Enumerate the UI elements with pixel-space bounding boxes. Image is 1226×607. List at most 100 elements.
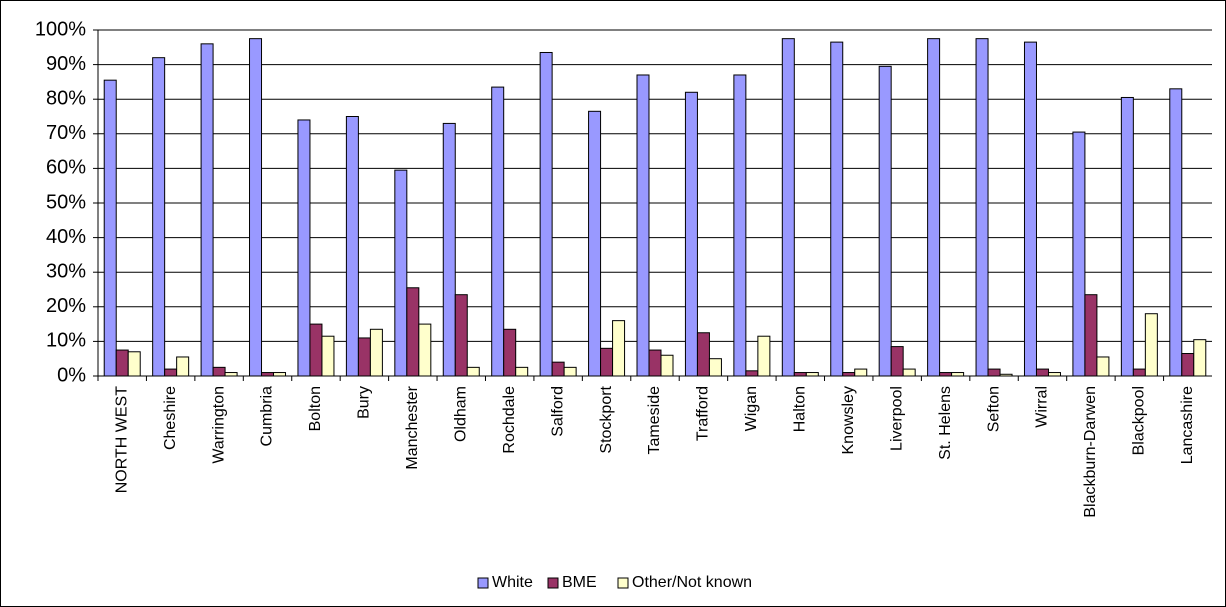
bar	[212, 366, 226, 377]
x-tick-label: Bolton	[307, 386, 324, 431]
x-tick-label: Wirral	[1034, 386, 1051, 428]
bar	[1193, 339, 1207, 377]
bar	[902, 368, 916, 377]
bar	[1144, 313, 1158, 377]
bar	[103, 79, 117, 377]
y-tick-label: 50%	[46, 191, 86, 213]
bar	[636, 74, 650, 377]
bar	[1023, 41, 1037, 377]
bar	[1132, 368, 1146, 377]
bar	[805, 372, 819, 377]
bar	[442, 122, 456, 377]
legend-swatch	[547, 577, 559, 589]
bar	[115, 349, 129, 377]
bar	[987, 368, 1001, 377]
bar	[588, 110, 602, 377]
bar	[951, 372, 965, 377]
bar	[127, 351, 141, 377]
x-tick-label: Oldham	[452, 386, 469, 442]
x-tick-label: Salford	[549, 386, 566, 437]
bar	[418, 323, 432, 377]
y-tick-label: 100%	[35, 18, 86, 40]
bar	[563, 366, 577, 377]
bar	[878, 65, 892, 377]
bar	[551, 361, 565, 377]
x-tick-label: Trafford	[695, 386, 712, 441]
y-tick-label: 20%	[46, 295, 86, 317]
bar	[321, 335, 335, 377]
bar	[939, 372, 953, 377]
bar	[491, 86, 505, 377]
bar	[261, 372, 275, 377]
bar	[1169, 88, 1183, 377]
x-tick-label: Bury	[356, 386, 373, 419]
bar	[200, 43, 214, 377]
y-tick-label: 80%	[46, 87, 86, 109]
bar	[176, 356, 190, 377]
x-tick-label: Wigan	[743, 386, 760, 431]
bar	[515, 366, 529, 377]
x-tick-label: Halton	[792, 386, 809, 432]
bar	[830, 41, 844, 377]
y-tick-label: 30%	[46, 260, 86, 282]
bar	[249, 38, 263, 377]
x-tick-label: Warrington	[210, 386, 227, 464]
bar	[539, 51, 553, 377]
bar	[854, 368, 868, 377]
x-tick-label: Cheshire	[162, 386, 179, 450]
y-tick-label: 90%	[46, 53, 86, 75]
x-tick-label: Liverpool	[888, 386, 905, 451]
legend-label: White	[492, 574, 533, 591]
x-tick-label: St. Helens	[937, 386, 954, 460]
bar	[406, 287, 420, 377]
x-tick-label: Stockport	[598, 385, 615, 453]
bar	[600, 347, 614, 377]
bar	[1047, 372, 1061, 377]
y-tick-label: 60%	[46, 157, 86, 179]
x-tick-label: Tameside	[646, 386, 663, 455]
x-tick-label: Knowsley	[840, 386, 857, 454]
bar	[648, 349, 662, 377]
x-tick-label: Blackburn-Darwen	[1082, 386, 1099, 518]
bar	[1120, 96, 1134, 377]
x-tick-label: Sefton	[985, 386, 1002, 432]
bar	[394, 169, 408, 377]
bar	[745, 370, 759, 377]
legend-swatch	[617, 577, 629, 589]
bar	[345, 116, 359, 377]
bar	[793, 372, 807, 377]
bar	[273, 372, 287, 377]
bar	[503, 328, 517, 377]
bar	[733, 74, 747, 377]
bar	[696, 332, 710, 377]
bar	[1072, 131, 1086, 377]
bar	[660, 354, 674, 377]
bar	[757, 335, 771, 377]
y-tick-label: 0%	[57, 364, 86, 386]
bar	[454, 294, 468, 377]
bar	[1181, 353, 1195, 377]
bar	[781, 38, 795, 377]
x-tick-label: Cumbria	[259, 386, 276, 447]
bar	[309, 323, 323, 377]
bar	[684, 91, 698, 377]
x-tick-label: Manchester	[404, 385, 421, 469]
bar	[297, 119, 311, 377]
bar	[927, 38, 941, 377]
bar	[369, 328, 383, 377]
y-tick-label: 70%	[46, 122, 86, 144]
legend-label: Other/Not known	[632, 574, 752, 591]
bar	[164, 368, 178, 377]
x-tick-label: NORTH WEST	[113, 386, 130, 493]
bar	[1035, 368, 1049, 377]
bar	[152, 57, 166, 377]
bar	[975, 38, 989, 377]
y-tick-label: 10%	[46, 330, 86, 352]
bar	[842, 372, 856, 377]
bar	[224, 372, 238, 377]
x-tick-label: Blackpool	[1131, 386, 1148, 455]
bar	[1084, 294, 1098, 377]
bar	[357, 337, 371, 377]
